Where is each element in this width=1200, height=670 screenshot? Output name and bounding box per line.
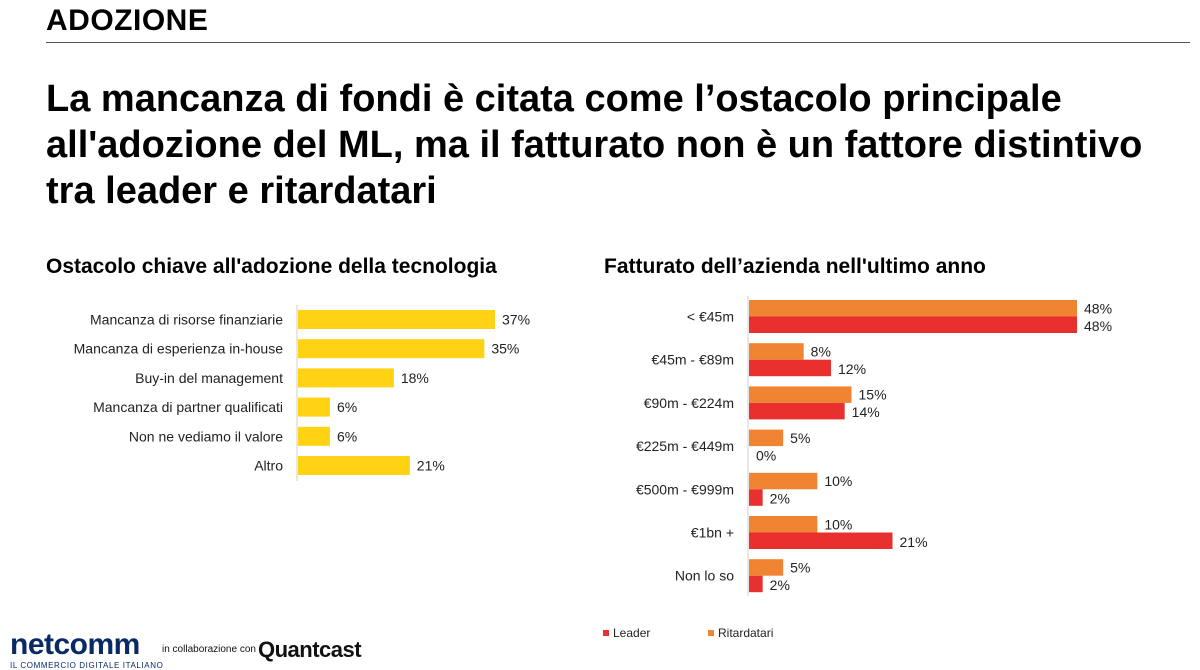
bar xyxy=(298,426,330,446)
data-label-ritardatari: 10% xyxy=(824,473,852,489)
bar-ritardatari xyxy=(749,472,818,490)
bar-ritardatari xyxy=(749,300,1077,317)
bar-leader xyxy=(749,575,763,593)
data-label-leader: 2% xyxy=(770,577,790,593)
bar-ritardatari xyxy=(749,343,804,360)
category-label: Buy-in del management xyxy=(135,370,283,386)
category-label: €90m - €224m xyxy=(644,395,734,411)
bar-leader xyxy=(749,489,763,506)
category-label: Mancanza di risorse finanziarie xyxy=(90,312,283,328)
data-label-leader: 12% xyxy=(838,361,866,377)
bar xyxy=(298,339,485,359)
bar xyxy=(298,368,394,388)
legend-ritardatari: Ritardatari xyxy=(708,626,773,640)
data-label-leader: 48% xyxy=(1084,318,1112,334)
chart-title-ostacolo: Ostacolo chiave all'adozione della tecno… xyxy=(46,255,497,278)
category-label: Mancanza di esperienza in-house xyxy=(74,341,284,357)
data-label: 37% xyxy=(502,312,530,328)
data-label-ritardatari: 5% xyxy=(790,559,810,575)
chart-title-fatturato: Fatturato dell’azienda nell'ultimo anno xyxy=(604,255,986,278)
category-label: €225m - €449m xyxy=(636,438,734,454)
category-label: €1bn + xyxy=(691,525,734,541)
logo-wordmark: netcomm xyxy=(10,628,140,661)
category-label: Non ne vediamo il valore xyxy=(129,428,283,444)
legend-swatch-leader xyxy=(603,630,609,636)
data-label-ritardatari: 48% xyxy=(1084,300,1112,316)
data-label: 6% xyxy=(337,399,357,415)
quantcast-logo: Quantcast xyxy=(258,637,362,662)
data-label: 21% xyxy=(417,458,445,474)
bar-ritardatari xyxy=(749,559,784,576)
data-label: 6% xyxy=(337,428,357,444)
category-label: < €45m xyxy=(687,309,734,325)
bar-ritardatari xyxy=(749,516,818,533)
header-divider xyxy=(46,42,1190,43)
bar-ritardatari xyxy=(749,429,784,447)
bar-ritardatari xyxy=(749,386,852,403)
legend-label-leader: Leader xyxy=(613,626,651,640)
bar xyxy=(298,310,495,329)
legend-label-ritardatari: Ritardatari xyxy=(718,626,774,640)
bar xyxy=(298,456,410,475)
data-label-leader: 0% xyxy=(756,447,776,463)
bar-leader xyxy=(749,316,1077,333)
data-label: 18% xyxy=(401,370,429,386)
page-headline: La mancanza di fondi è citata come l’ost… xyxy=(46,78,1143,212)
bar xyxy=(298,397,330,417)
category-label: Non lo so xyxy=(675,568,734,584)
data-label-leader: 2% xyxy=(770,491,790,507)
bar-leader xyxy=(749,359,831,377)
bar-leader xyxy=(749,402,845,420)
category-label: Altro xyxy=(254,458,283,474)
data-label-ritardatari: 5% xyxy=(790,430,810,446)
category-label: €500m - €999m xyxy=(636,481,734,497)
data-label-ritardatari: 10% xyxy=(824,516,852,532)
bar-leader xyxy=(749,532,893,549)
section-title: ADOZIONE xyxy=(46,4,209,37)
collab-text: in collaborazione con xyxy=(162,644,256,655)
data-label-ritardatari: 15% xyxy=(859,387,887,403)
netcomm-logo: netcomm IL COMMERCIO DIGITALE ITALIANO xyxy=(10,630,163,670)
legend-swatch-ritardatari xyxy=(708,630,714,636)
data-label-leader: 21% xyxy=(900,534,928,550)
data-label-ritardatari: 8% xyxy=(811,343,831,359)
data-label-leader: 14% xyxy=(852,404,880,420)
category-label: Mancanza di partner qualificati xyxy=(93,399,283,415)
category-label: €45m - €89m xyxy=(652,352,734,368)
data-label: 35% xyxy=(491,341,519,357)
legend-leader: Leader xyxy=(603,626,650,640)
